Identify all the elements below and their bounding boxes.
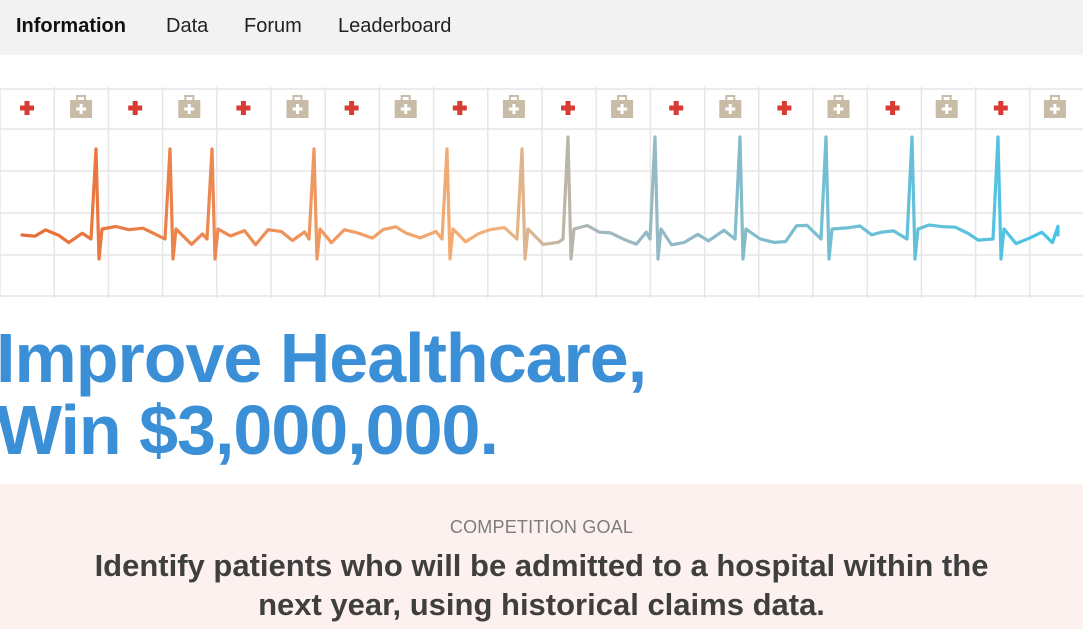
tab-leaderboard[interactable]: Leaderboard bbox=[338, 15, 452, 37]
goal-line-1: Identify patients who will be admitted t… bbox=[94, 548, 989, 583]
red-cross-icon bbox=[669, 101, 684, 115]
red-cross-icon bbox=[344, 101, 359, 115]
red-cross-icon bbox=[236, 101, 251, 115]
goal-label: COMPETITION GOAL bbox=[449, 517, 634, 537]
goal-description: Identify patients who will be admitted t… bbox=[0, 546, 1083, 624]
red-cross-icon bbox=[128, 101, 143, 115]
heartbeat-line bbox=[20, 135, 1060, 261]
first-aid-kit-icon bbox=[394, 95, 417, 118]
first-aid-kit-icon bbox=[1043, 95, 1066, 118]
tab-forum[interactable]: Forum bbox=[244, 15, 302, 37]
red-cross-icon bbox=[452, 101, 467, 115]
first-aid-kit-icon bbox=[935, 95, 958, 118]
red-cross-icon bbox=[20, 101, 34, 115]
first-aid-kit-icon bbox=[827, 95, 850, 118]
first-aid-kit-icon bbox=[286, 95, 309, 118]
red-cross-icon bbox=[777, 101, 792, 115]
tab-information[interactable]: Information bbox=[16, 15, 126, 37]
first-aid-kit-icon bbox=[70, 95, 93, 118]
headline-line-2: Win $3,000,000. bbox=[0, 391, 499, 469]
hero-headline: Improve Healthcare, Win $3,000,000. bbox=[0, 319, 647, 469]
tab-data[interactable]: Data bbox=[166, 15, 209, 37]
grid bbox=[0, 87, 1083, 298]
heartbeat-banner bbox=[0, 87, 1083, 298]
first-aid-kit-icon bbox=[611, 95, 634, 118]
icon-row bbox=[20, 95, 1066, 118]
first-aid-kit-icon bbox=[719, 95, 742, 118]
red-cross-icon bbox=[885, 101, 900, 115]
goal-line-2: next year, using historical claims data. bbox=[258, 587, 825, 622]
red-cross-icon bbox=[561, 101, 575, 115]
headline-line-1: Improve Healthcare, bbox=[0, 319, 647, 397]
top-navigation: Information Data Forum Leaderboard bbox=[0, 0, 1083, 55]
red-cross-icon bbox=[993, 101, 1008, 115]
heartbeat-illustration bbox=[0, 87, 1083, 298]
first-aid-kit-icon bbox=[178, 95, 201, 118]
first-aid-kit-icon bbox=[502, 95, 525, 118]
competition-goal-section: COMPETITION GOAL Identify patients who w… bbox=[0, 484, 1083, 629]
